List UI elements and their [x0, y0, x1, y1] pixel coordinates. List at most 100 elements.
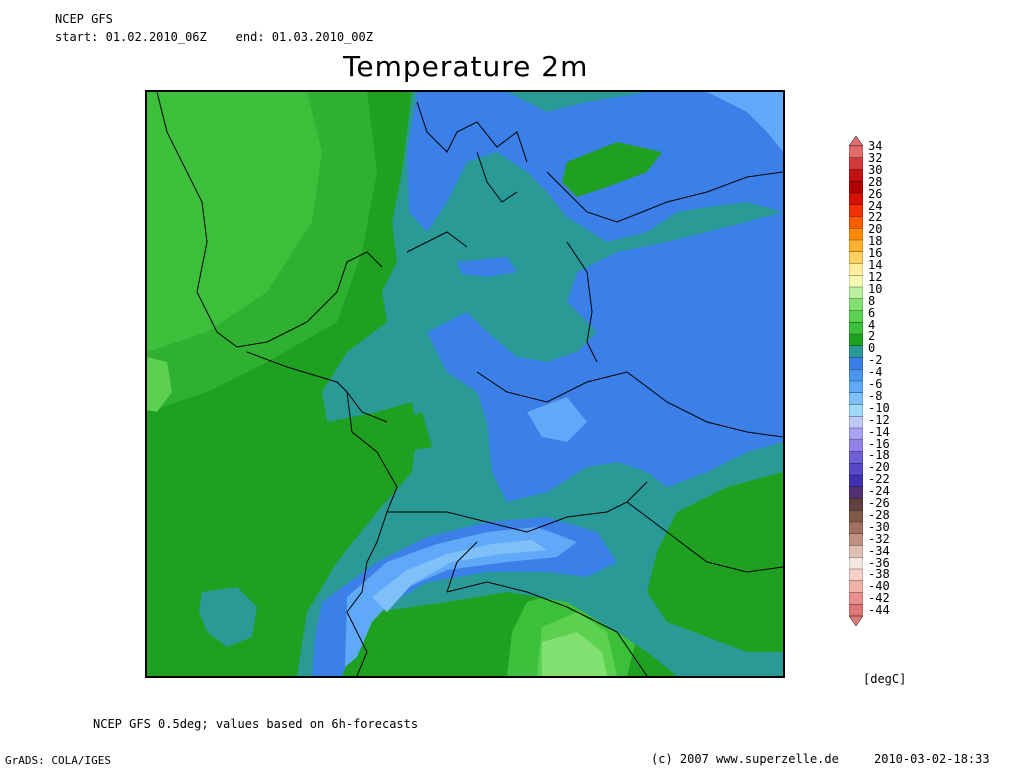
- colorbar-swatch: [849, 463, 863, 476]
- colorbar-label: -16: [868, 436, 890, 451]
- colorbar-swatch: [849, 157, 863, 170]
- colorbar-swatch: [849, 604, 863, 617]
- colorbar-label: -18: [868, 448, 890, 463]
- colorbar-label: -38: [868, 567, 890, 582]
- colorbar-swatch: [849, 486, 863, 499]
- colorbar-label: -36: [868, 555, 890, 570]
- colorbar-swatch: [849, 592, 863, 605]
- colorbar-swatch: [849, 474, 863, 488]
- software-credit: GrADS: COLA/IGES: [5, 754, 111, 767]
- start-label: start:: [55, 30, 99, 44]
- colorbar-swatch: [849, 298, 863, 311]
- field-minus4-minus2-spot-nl: [457, 257, 517, 277]
- field-green-baltic: [562, 142, 662, 197]
- colorbar: [849, 136, 863, 626]
- colorbar-label: 26: [868, 186, 883, 201]
- colorbar-label: -22: [868, 472, 890, 487]
- start-value: 01.02.2010_06Z: [105, 30, 207, 44]
- colorbar-label: 0: [868, 341, 876, 356]
- colorbar-label: -34: [868, 543, 890, 558]
- end-value: 01.03.2010_00Z: [271, 30, 373, 44]
- colorbar-label: -10: [868, 400, 890, 415]
- colorbar-label: 32: [868, 150, 883, 165]
- colorbar-swatch: [849, 533, 863, 546]
- colorbar-label: -32: [868, 531, 890, 546]
- colorbar-swatch: [849, 580, 863, 593]
- colorbar-label: 6: [868, 305, 876, 320]
- run-period: start: 01.02.2010_06Z end: 01.03.2010_00…: [55, 30, 373, 44]
- temperature-map: [145, 90, 785, 678]
- colorbar-swatch: [849, 357, 863, 370]
- colorbar-swatch: [849, 169, 863, 182]
- colorbar-label: 22: [868, 210, 883, 225]
- colorbar-label: 34: [868, 139, 883, 153]
- colorbar-label: -4: [868, 365, 883, 380]
- colorbar-swatch: [849, 427, 863, 441]
- colorbar-swatch: [849, 380, 863, 394]
- field-4-6-west: [147, 92, 322, 352]
- colorbar-label: 16: [868, 246, 883, 261]
- colorbar-label: -44: [868, 603, 890, 618]
- colorbar-swatch: [849, 416, 863, 429]
- colorbar-label: -26: [868, 496, 890, 510]
- colorbar-label: 24: [868, 198, 883, 213]
- field-green-balkan: [647, 472, 783, 652]
- field-minus6-minus4-east: [527, 397, 587, 442]
- colorbar-label: 4: [868, 317, 876, 332]
- colorbar-swatch: [849, 204, 863, 217]
- colorbar-label: -20: [868, 460, 890, 475]
- colorbar-label: -40: [868, 579, 890, 594]
- colorbar-swatch: [849, 568, 863, 582]
- colorbar-label: 20: [868, 222, 883, 237]
- colorbar-label: 18: [868, 234, 883, 249]
- colorbar-label: 30: [868, 162, 883, 177]
- colorbar-label: -8: [868, 388, 883, 403]
- colorbar-label: -28: [868, 507, 890, 522]
- colorbar-label: -30: [868, 519, 890, 534]
- country-borders: [156, 92, 783, 676]
- field-green-west-lobe: [397, 412, 432, 452]
- footer-note: NCEP GFS 0.5deg; values based on 6h-fore…: [93, 717, 419, 731]
- timestamp: 2010-03-02-18:33: [874, 752, 990, 766]
- colorbar-swatch: [849, 181, 863, 194]
- colorbar-swatch: [849, 251, 863, 264]
- colorbar-swatch: [849, 498, 863, 511]
- end-label: end:: [235, 30, 265, 44]
- copyright: (c) 2007 www.superzelle.de: [651, 752, 839, 766]
- colorbar-top-arrow: [849, 136, 863, 147]
- colorbar-swatch: [849, 239, 863, 253]
- colorbar-label: -12: [868, 412, 890, 427]
- colorbar-label: 10: [868, 281, 883, 296]
- colorbar-label: -6: [868, 377, 883, 391]
- colorbar-swatch: [849, 192, 863, 206]
- colorbar-swatch: [849, 521, 863, 535]
- field-minus6-minus4: [345, 527, 577, 667]
- colorbar-swatch: [849, 333, 863, 347]
- colorbar-swatch: [849, 451, 863, 464]
- colorbar-swatch: [849, 439, 863, 452]
- colorbar-label: 12: [868, 269, 883, 284]
- colorbar-swatch: [849, 510, 863, 523]
- field-minus6-minus4-ne: [707, 92, 783, 152]
- field-6-8-west: [147, 357, 172, 412]
- colorbar-swatch: [849, 392, 863, 405]
- colorbar-label: -42: [868, 591, 890, 606]
- colorbar-bottom-arrow: [849, 615, 863, 626]
- field-teal-sw: [199, 587, 257, 647]
- colorbar-label: -14: [868, 424, 890, 439]
- colorbar-swatch: [849, 275, 863, 288]
- model-name: NCEP GFS: [55, 12, 113, 26]
- colorbar-swatch: [849, 322, 863, 335]
- colorbar-swatch: [849, 404, 863, 417]
- colorbar-label: 28: [868, 174, 883, 189]
- colorbar-swatch: [849, 286, 863, 300]
- colorbar-swatch: [849, 145, 863, 159]
- colorbar-label: -24: [868, 484, 890, 499]
- colorbar-label: -2: [868, 353, 883, 368]
- colorbar-swatch: [849, 310, 863, 323]
- field-minus8-minus6: [372, 540, 547, 612]
- colorbar-swatch: [849, 345, 863, 358]
- colorbar-unit: [degC]: [863, 672, 907, 686]
- field-minus4-minus2-east: [427, 212, 783, 502]
- colorbar-swatch: [849, 557, 863, 570]
